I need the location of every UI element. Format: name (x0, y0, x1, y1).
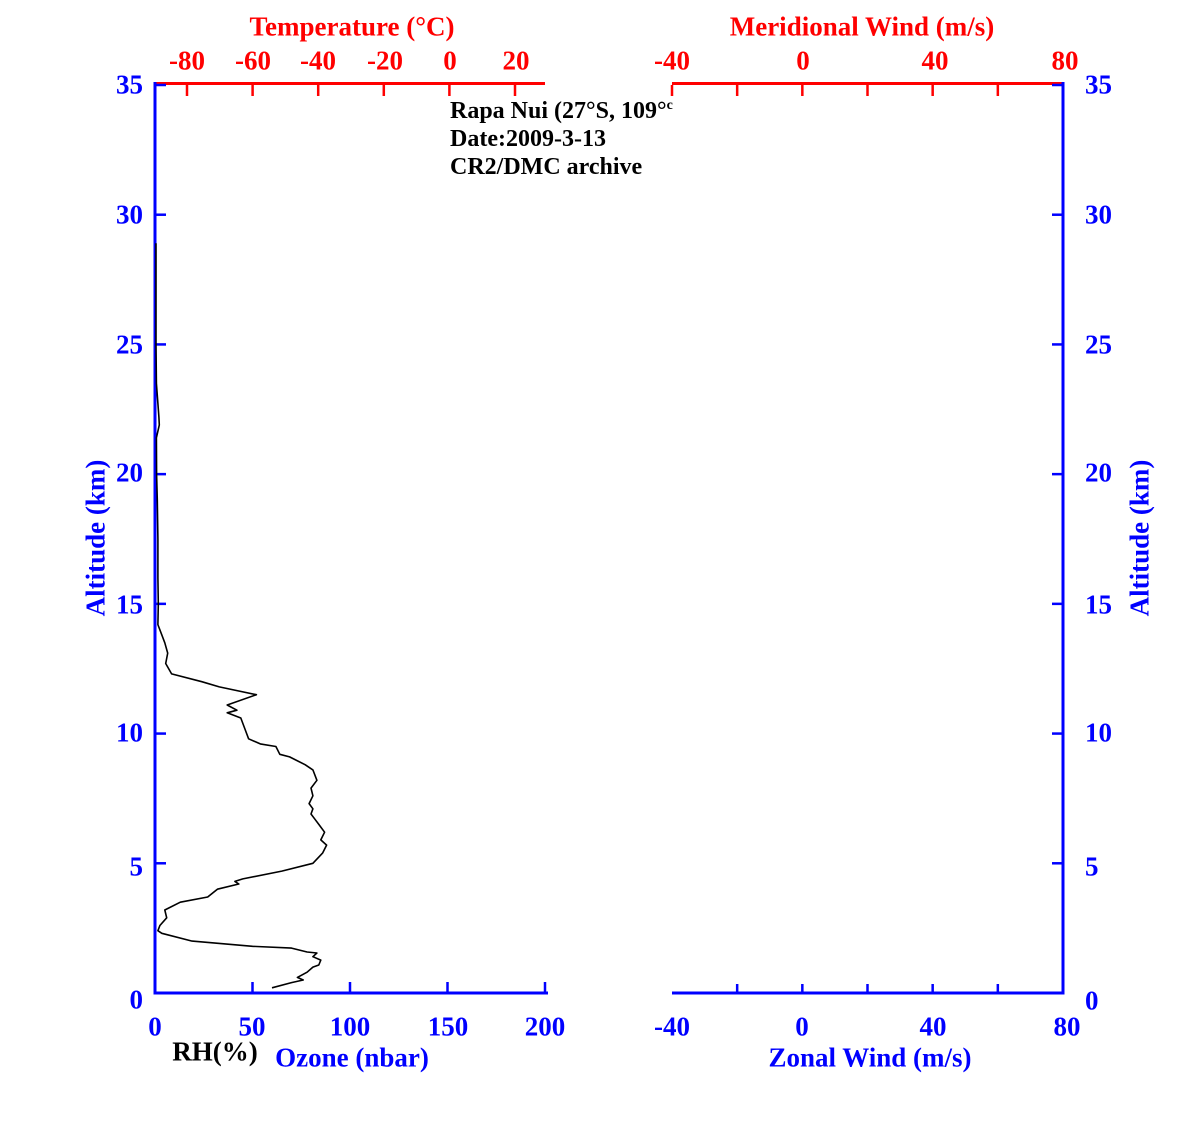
altitude-left-tick-label: 30 (116, 199, 143, 230)
temperature-axis-title: Temperature (°C) (249, 11, 455, 42)
altitude-left-tick-label: 10 (116, 717, 143, 748)
station-annotation-line3: CR2/DMC archive (450, 154, 643, 180)
rh-profile-curve (155, 243, 328, 989)
temp-tick-label: -20 (367, 45, 403, 76)
rh-axis-title: RH(%) (172, 1036, 258, 1067)
altitude-right-tick-label: 35 (1085, 69, 1112, 100)
temp-tick-label: -40 (300, 45, 336, 76)
altitude-left-tick-label: 15 (116, 589, 143, 620)
zonal-tick-label: 0 (795, 1011, 809, 1042)
zonal-tick-label: 40 (919, 1011, 947, 1042)
zonal-tick-label: 80 (1053, 1011, 1081, 1042)
meridional-tick-label: 40 (921, 45, 949, 76)
altitude-right-tick-label: 25 (1085, 329, 1112, 360)
meridional-tick-label: 0 (796, 45, 810, 76)
ozone-tick-label: 50 (238, 1011, 266, 1042)
station-annotation-superscript: c (666, 98, 673, 113)
altitude-left-tick-label: 20 (116, 457, 143, 488)
zonal-wind-axis-title: Zonal Wind (m/s) (768, 1042, 972, 1073)
temp-tick-label: -80 (169, 45, 205, 76)
altitude-right-tick-label: 20 (1085, 457, 1112, 488)
station-annotation: Rapa Nui (27°S, 109°c Date:2009-3-13 CR2… (450, 92, 673, 181)
meridional-tick-label: 80 (1051, 45, 1079, 76)
meridional-tick-label: -40 (654, 45, 690, 76)
altitude-left-tick-label: 35 (116, 69, 143, 100)
altitude-left-tick-label: 0 (129, 984, 144, 1015)
ozone-tick-label: 150 (427, 1011, 469, 1042)
station-annotation-line1: Rapa Nui (27°S, 109°c (450, 98, 673, 124)
altitude-right-tick-label: 5 (1085, 851, 1099, 882)
station-annotation-line2: Date:2009-3-13 (450, 126, 606, 152)
temp-tick-label: 0 (443, 45, 457, 76)
altitude-right-tick-label: 0 (1085, 985, 1099, 1016)
altitude-left-axis-title: Altitude (km) (80, 459, 111, 617)
altitude-right-tick-label: 30 (1085, 199, 1112, 230)
altitude-right-tick-label: 10 (1085, 717, 1112, 748)
ozone-tick-label: 0 (148, 1011, 162, 1042)
zonal-tick-label: -40 (654, 1011, 690, 1042)
ozone-axis-title: Ozone (nbar) (275, 1042, 429, 1073)
temp-tick-label: 20 (502, 45, 530, 76)
altitude-left-tick-label: 25 (116, 329, 143, 360)
temp-tick-label: -60 (235, 45, 271, 76)
ozone-tick-label: 100 (329, 1011, 371, 1042)
altitude-right-tick-label: 15 (1085, 589, 1112, 620)
altitude-right-axis-title: Altitude (km) (1124, 459, 1155, 617)
meridional-wind-axis-title: Meridional Wind (m/s) (729, 11, 995, 42)
altitude-left-tick-label: 5 (129, 851, 144, 882)
ozone-tick-label: 200 (524, 1011, 566, 1042)
